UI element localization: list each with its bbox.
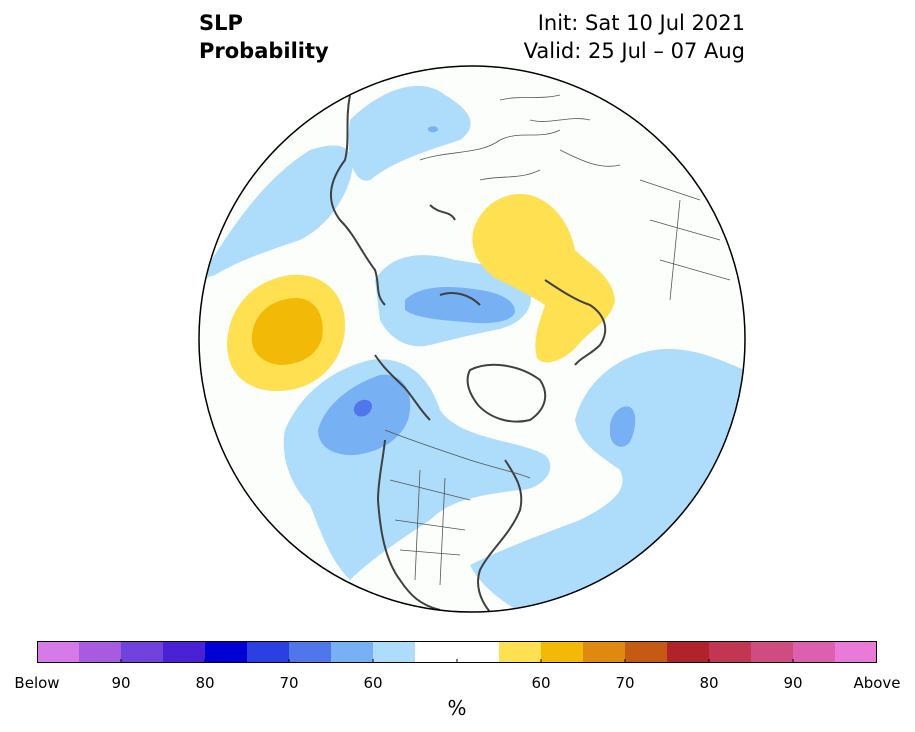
colorbar-swatch (205, 641, 248, 663)
map-fill-layer (199, 66, 745, 612)
us-state-lines (389, 469, 471, 586)
colorbar-swatch (331, 641, 374, 663)
colorbar-tick-label: 60 (531, 674, 551, 692)
colorbar-swatch (793, 641, 836, 663)
globe-outline (198, 65, 746, 613)
forecast-dates: Init: Sat 10 Jul 2021 Valid: 25 Jul – 07… (524, 9, 745, 65)
colorbar-swatch (163, 641, 206, 663)
colorbar-swatch (835, 641, 877, 663)
colorbar-swatch (79, 641, 122, 663)
north-pacific-high-core-region (251, 298, 323, 365)
colorbar-swatch (667, 641, 710, 663)
europe-coastline (544, 279, 607, 366)
colorbar-tick-label: 70 (615, 674, 635, 692)
colorbar (37, 641, 877, 663)
colorbar-swatch (625, 641, 668, 663)
colorbar-swatch (247, 641, 290, 663)
map-title: SLP Probability (199, 9, 329, 65)
arctic-islands-coastline (429, 204, 481, 306)
colorbar-swatch (373, 641, 416, 663)
russia-border-lines (419, 129, 621, 181)
valid-date-label: Valid: 25 Jul – 07 Aug (523, 39, 745, 63)
colorbar-swatch (457, 641, 500, 663)
colorbar-unit-label: % (447, 696, 467, 720)
colorbar-swatch (541, 641, 584, 663)
colorbar-tick-label: 80 (699, 674, 719, 692)
colorbar-swatch (709, 641, 752, 663)
north-america-west-coastline (376, 439, 441, 611)
siberian-arctic-low-region (405, 287, 515, 324)
north-atlantic-low-region (610, 406, 636, 447)
alaska-coastline (374, 354, 431, 421)
colorbar-swatch (121, 641, 164, 663)
asia-pacific-coastline (329, 94, 386, 306)
eurasia-high-region (472, 194, 615, 363)
north-pacific-west-region (199, 145, 353, 280)
china-border-lines (499, 94, 591, 122)
political-borders (384, 94, 731, 586)
colorbar-tick-label: 90 (783, 674, 803, 692)
canada-us-border-line (384, 429, 531, 479)
colorbar-tick-label: 80 (195, 674, 215, 692)
europe-border-lines (639, 179, 731, 301)
colorbar-tick-label: Above (853, 674, 901, 692)
colorbar-tick-label: 90 (111, 674, 131, 692)
map-title-line2: Probability (199, 39, 329, 63)
east-siberia-region (348, 85, 471, 181)
gulf-of-alaska-core-region (353, 399, 372, 417)
colorbar-tick-label: 60 (363, 674, 383, 692)
colorbar-tick-label: 70 (279, 674, 299, 692)
coastlines (329, 94, 607, 612)
colorbar-swatch (499, 641, 542, 663)
colorbar-swatch (415, 641, 458, 663)
colorbar-swatch (751, 641, 794, 663)
greenland-coastline (466, 363, 547, 423)
map-title-line1: SLP (199, 11, 243, 35)
colorbar-swatch (37, 641, 80, 663)
init-date-label: Init: Sat 10 Jul 2021 (537, 11, 745, 35)
north-america-east-coastline (477, 459, 523, 612)
colorbar-tick-label: Below (14, 674, 60, 692)
colorbar-swatch (583, 641, 626, 663)
barents-low-region (428, 126, 438, 133)
colorbar-swatch (289, 641, 332, 663)
